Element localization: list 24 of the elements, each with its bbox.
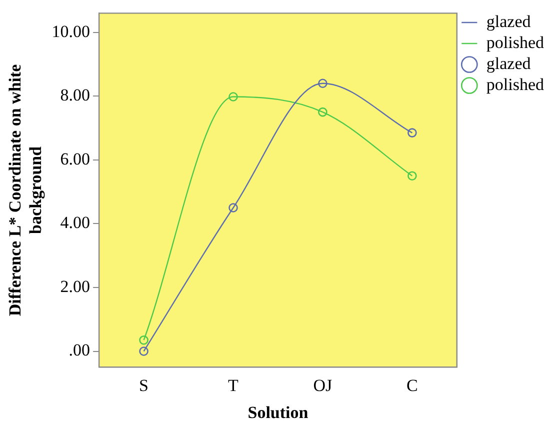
x-tick-label: C: [406, 376, 418, 395]
y-tick-label: 2.00: [60, 276, 90, 296]
y-axis-title: Difference L* Coordinate on white background: [6, 64, 45, 316]
y-tick-label: .00: [68, 340, 90, 360]
y-tick-label: 4.00: [60, 213, 90, 232]
point: [139, 346, 148, 356]
x-tick-label: S: [139, 376, 149, 395]
point: [228, 203, 238, 212]
y-tick-label: 10.00: [52, 22, 90, 41]
y-tick-label: 8.00: [60, 86, 90, 105]
y-tick-label: 6.00: [60, 149, 90, 168]
point: [408, 128, 417, 138]
legend-label: glazed: [486, 12, 532, 31]
x-axis-title: Solution: [248, 403, 309, 422]
legend-label: polished: [486, 74, 544, 94]
legend-label: glazed: [486, 54, 532, 73]
x-tick-label: OJ: [313, 376, 333, 395]
x-tick-label: T: [228, 376, 240, 395]
point: [408, 171, 417, 180]
point: [139, 335, 148, 345]
point: [318, 78, 328, 88]
point: [318, 107, 328, 117]
point: [228, 92, 238, 102]
legend-label: polished: [486, 32, 544, 52]
